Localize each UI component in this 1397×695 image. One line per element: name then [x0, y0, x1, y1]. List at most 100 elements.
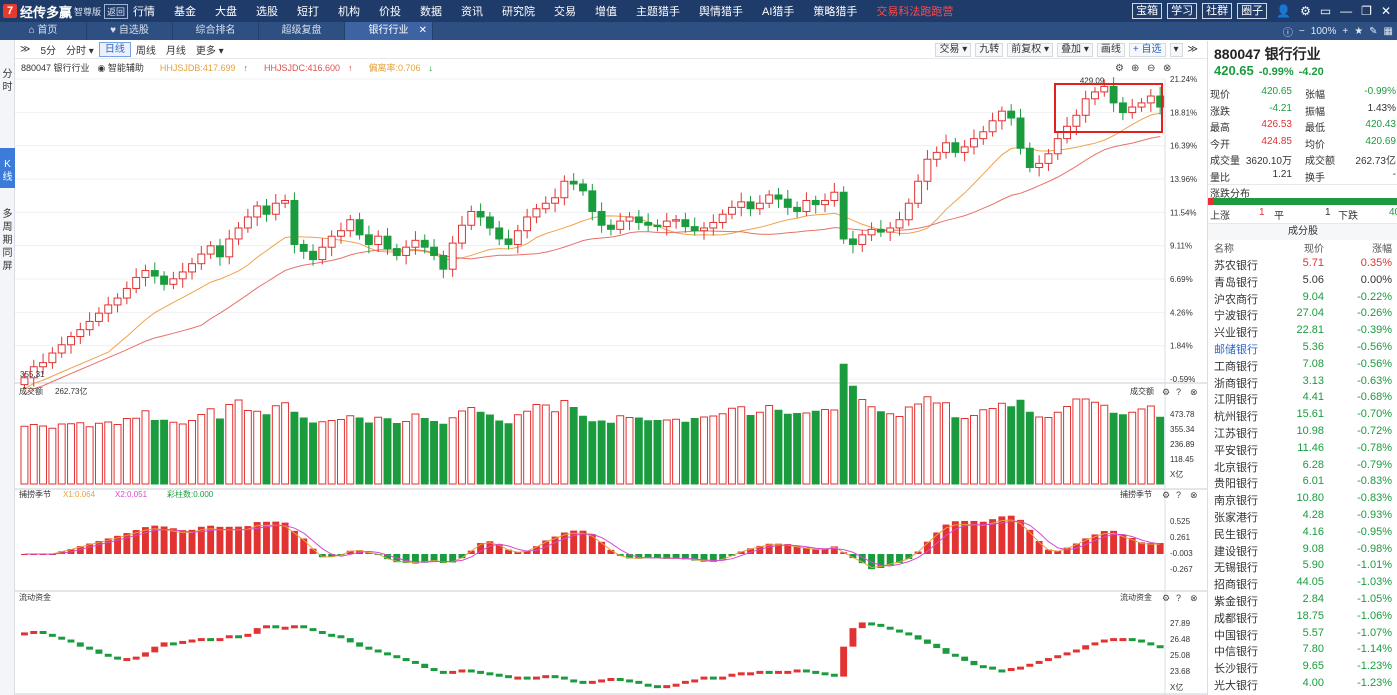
settings-icon[interactable]: ⚙ [1115, 63, 1124, 74]
menu-item-13[interactable]: 舆情猎手 [699, 6, 743, 18]
stock-row[interactable]: 平安银行 11.46 -0.78% [1208, 442, 1397, 459]
sidebar-tab-2[interactable]: 多周期同屏 [0, 208, 15, 288]
minimize-icon[interactable]: — [1340, 4, 1353, 18]
close-icon[interactable]: ⊗ [1190, 387, 1198, 397]
tool-0[interactable]: 交易 ▾ [935, 42, 972, 57]
period-1[interactable]: 分时 ▾ [61, 42, 99, 57]
tab-0[interactable]: ⌂ 首页 [0, 22, 87, 40]
menu-item-11[interactable]: 增值 [595, 6, 617, 18]
stock-row[interactable]: 南京银行 10.80 -0.83% [1208, 492, 1397, 509]
expand-panel-icon[interactable]: ≫ [1187, 44, 1198, 55]
top-button-0[interactable]: 宝箱 [1132, 3, 1163, 19]
period-4[interactable]: 月线 [161, 42, 191, 57]
stock-row[interactable]: 兴业银行 22.81 -0.39% [1208, 324, 1397, 341]
top-button-3[interactable]: 圈子 [1237, 3, 1268, 19]
kline-chart[interactable]: 21.24% 18.81% 16.39% 13.96% 11.54% 9.11% 6.69%… [15, 59, 1207, 695]
tool-2[interactable]: 前复权 ▾ [1007, 42, 1054, 57]
close-icon[interactable]: ⊗ [1190, 593, 1198, 603]
stock-row[interactable]: 沪农商行 9.04 -0.22% [1208, 291, 1397, 308]
plus-icon[interactable]: ⊕ [1131, 63, 1139, 74]
period-3[interactable]: 周线 [131, 42, 161, 57]
window-icon[interactable]: ▭ [1319, 4, 1332, 18]
stock-row[interactable]: 工商银行 7.08 -0.56% [1208, 358, 1397, 375]
stock-row[interactable]: 青岛银行 5.06 0.00% [1208, 274, 1397, 291]
gear-icon[interactable]: ⚙ [1300, 4, 1311, 18]
tab-1[interactable]: ♥ 自选股 [87, 22, 173, 40]
collapse-icon[interactable]: ≫ [20, 44, 31, 55]
close-icon[interactable]: ✕ [1380, 4, 1391, 18]
menu-item-6[interactable]: 价投 [379, 6, 401, 18]
stock-row[interactable]: 民生银行 4.16 -0.95% [1208, 526, 1397, 543]
period-0[interactable]: 5分 [35, 42, 61, 57]
menu-item-9[interactable]: 研究院 [502, 6, 535, 18]
stock-row[interactable]: 北京银行 6.28 -0.79% [1208, 459, 1397, 476]
zoom-in-icon[interactable]: + [1342, 25, 1349, 37]
restore-icon[interactable]: ❐ [1361, 4, 1372, 18]
pen-icon[interactable]: ✎ [1369, 25, 1378, 37]
menu-item-5[interactable]: 机构 [338, 6, 360, 18]
tab-4[interactable]: 银行行业 ✕ [345, 22, 433, 40]
period-5[interactable]: 更多 ▾ [191, 42, 229, 57]
help-icon[interactable]: ? [1176, 387, 1181, 397]
stock-row[interactable]: 江苏银行 10.98 -0.72% [1208, 425, 1397, 442]
top-button-2[interactable]: 社群 [1202, 3, 1233, 19]
stock-row[interactable]: 浙商银行 3.13 -0.63% [1208, 375, 1397, 392]
gear-icon[interactable]: ⚙ [1162, 490, 1170, 500]
menu-item-8[interactable]: 资讯 [461, 6, 483, 18]
tool-5[interactable]: + 自选 [1128, 42, 1166, 57]
toolbar-dropdown-icon[interactable]: ▾ [1169, 42, 1183, 57]
return-badge[interactable]: 返回 [104, 3, 129, 19]
top-button-1[interactable]: 学习 [1167, 3, 1198, 19]
stock-row[interactable]: 长沙银行 9.65 -1.23% [1208, 660, 1397, 677]
tool-3[interactable]: 叠加 ▾ [1057, 42, 1093, 57]
period-2[interactable]: 日线 [98, 42, 131, 57]
stock-row[interactable]: 杭州银行 15.61 -0.70% [1208, 408, 1397, 425]
capture-bar [905, 554, 913, 559]
expand-icon[interactable]: ▦ [1383, 25, 1393, 37]
star-icon[interactable]: ★ [1354, 25, 1364, 37]
assist-toggle[interactable]: ◉ 智能辅助 [97, 63, 144, 73]
close-icon[interactable]: ⊗ [1190, 490, 1198, 500]
tool-4[interactable]: 画线 [1096, 42, 1125, 57]
stock-row[interactable]: 光大银行 4.00 -1.23% [1208, 677, 1397, 694]
stock-row[interactable]: 成都银行 18.75 -1.06% [1208, 610, 1397, 627]
menu-item-2[interactable]: 大盘 [215, 6, 237, 18]
zoom-out-icon[interactable]: − [1298, 25, 1305, 37]
menu-item-1[interactable]: 基金 [174, 6, 196, 18]
stock-row[interactable]: 中国银行 5.57 -1.07% [1208, 627, 1397, 644]
tab-3[interactable]: 超级复盘 [259, 22, 345, 40]
help-icon[interactable]: ? [1176, 593, 1181, 603]
menu-item-16[interactable]: 交易科法跑跑营 [876, 6, 954, 18]
minus-icon[interactable]: ⊖ [1147, 63, 1155, 74]
stock-row[interactable]: 中信银行 7.80 -1.14% [1208, 643, 1397, 660]
menu-item-0[interactable]: 行情 [133, 6, 155, 18]
stock-row[interactable]: 江阴银行 4.41 -0.68% [1208, 391, 1397, 408]
info-icon[interactable]: ⓘ [1282, 27, 1293, 39]
stock-row[interactable]: 招商银行 44.05 -1.03% [1208, 576, 1397, 593]
help-icon[interactable]: ? [1176, 490, 1181, 500]
user-icon[interactable]: 👤 [1276, 4, 1292, 18]
menu-item-3[interactable]: 选股 [256, 6, 278, 18]
menu-item-12[interactable]: 主题猎手 [636, 6, 680, 18]
stock-row[interactable]: 建设银行 9.08 -0.98% [1208, 543, 1397, 560]
stock-row[interactable]: 紫金银行 2.84 -1.05% [1208, 593, 1397, 610]
menu-item-7[interactable]: 数据 [420, 6, 442, 18]
stock-row[interactable]: 宁波银行 27.04 -0.26% [1208, 307, 1397, 324]
menu-item-15[interactable]: 策略猎手 [813, 6, 858, 18]
gear-icon[interactable]: ⚙ [1162, 387, 1170, 397]
stock-row[interactable]: 贵阳银行 6.01 -0.83% [1208, 475, 1397, 492]
tool-1[interactable]: 九转 [975, 42, 1004, 57]
tab-2[interactable]: 综合排名 [173, 22, 259, 40]
stock-row[interactable]: 邮储银行 5.36 -0.56% [1208, 341, 1397, 358]
sidebar-tab-0[interactable]: 分时 [0, 68, 15, 93]
gear-icon[interactable]: ⚙ [1162, 593, 1170, 603]
menu-item-14[interactable]: AI猎手 [762, 6, 795, 18]
stock-row[interactable]: 张家港行 4.28 -0.93% [1208, 509, 1397, 526]
stock-row[interactable]: 无锡银行 5.90 -1.01% [1208, 559, 1397, 576]
tab-close-icon[interactable]: ✕ [418, 25, 427, 36]
menu-item-10[interactable]: 交易 [554, 6, 576, 18]
menu-item-4[interactable]: 短打 [297, 6, 319, 18]
close-icon[interactable]: ⊗ [1163, 63, 1171, 74]
stock-row[interactable]: 苏农银行 5.71 0.35% [1208, 257, 1397, 274]
sidebar-tab-1[interactable]: K线 [0, 148, 15, 188]
